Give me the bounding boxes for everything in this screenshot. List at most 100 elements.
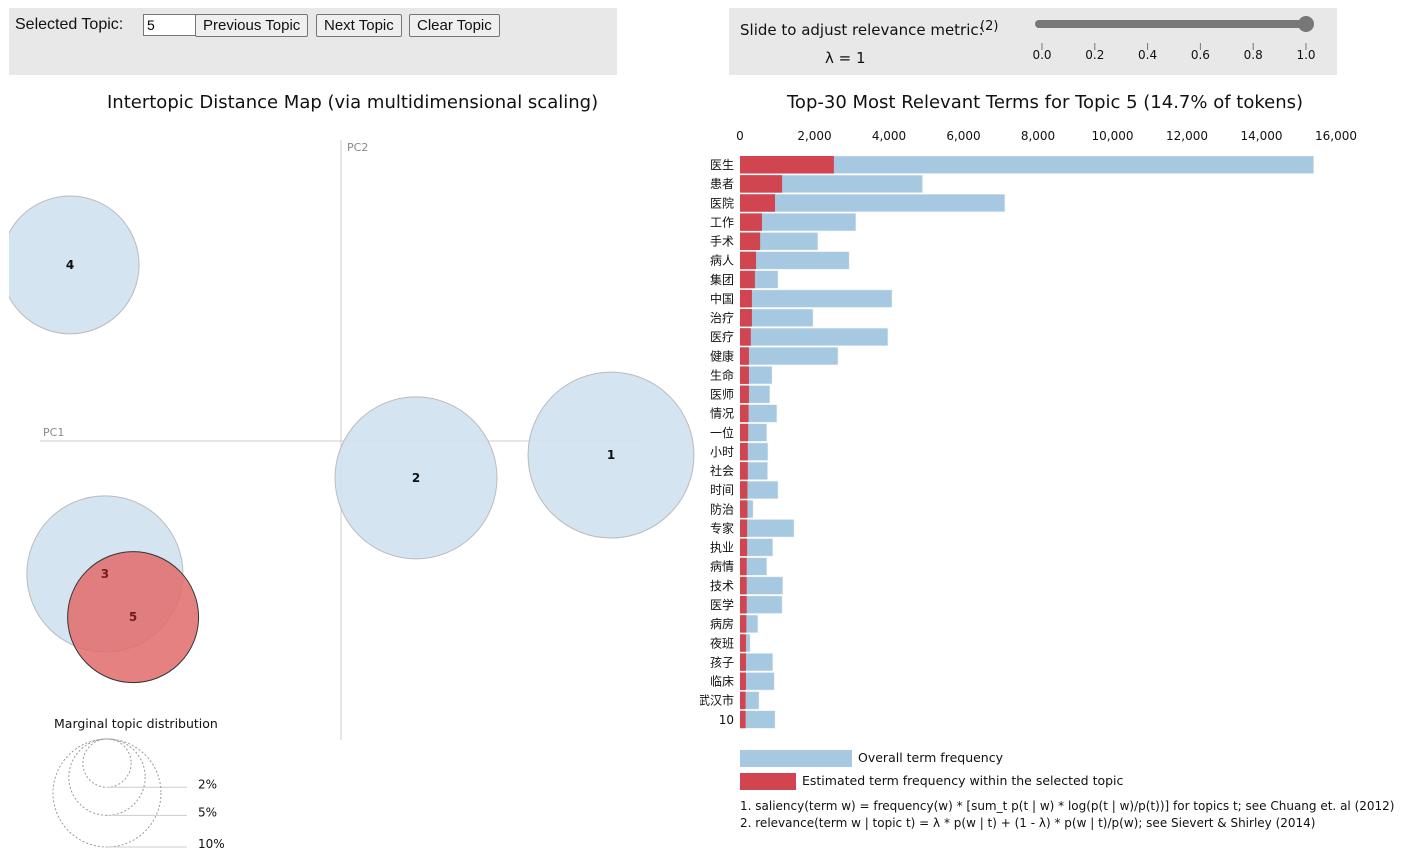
bar-topic-27	[740, 672, 746, 691]
lambda-panel: Slide to adjust relevance metric: (2) λ …	[729, 8, 1337, 75]
next-topic-button[interactable]: Next Topic	[316, 14, 402, 37]
term-label[interactable]: 临床	[710, 675, 734, 689]
legend-topic-label: Estimated term frequency within the sele…	[802, 773, 1124, 788]
term-label[interactable]: 孩子	[710, 655, 734, 669]
term-label[interactable]: 患者	[710, 177, 734, 191]
legend-overall-swatch	[740, 750, 852, 767]
legend-size-label: 5%	[198, 805, 217, 819]
slider-tick-label: 0.0	[1032, 48, 1051, 62]
term-label[interactable]: 生命	[710, 367, 734, 382]
legend-size-circle	[68, 738, 146, 816]
lambda-footnote: (2)	[980, 19, 999, 34]
term-label[interactable]: 工作	[710, 215, 734, 229]
bar-overall-2	[739, 194, 1006, 213]
bar-topic-12	[740, 385, 749, 404]
bar-overall-9	[739, 327, 889, 346]
term-label[interactable]: 小时	[710, 445, 734, 459]
legend-topic-swatch	[740, 773, 796, 790]
x-tick-label: 2,000	[797, 129, 831, 143]
pc2-label: PC2	[347, 141, 368, 154]
topic-bubble-1[interactable]	[527, 371, 695, 539]
bar-topic-20	[740, 538, 748, 557]
term-label[interactable]: 社会	[710, 463, 734, 478]
pc1-label: PC1	[43, 426, 64, 439]
selected-topic-input[interactable]	[143, 14, 199, 36]
bar-topic-0	[740, 156, 834, 174]
term-label[interactable]: 健康	[710, 348, 734, 363]
bar-topic-14	[740, 423, 749, 442]
term-label[interactable]: 一位	[710, 425, 734, 440]
term-label[interactable]: 手术	[710, 235, 734, 249]
slider-tick-label: 0.4	[1138, 48, 1157, 62]
note-saliency: 1. saliency(term w) = frequency(w) * [su…	[740, 799, 1394, 813]
clear-topic-button[interactable]: Clear Topic	[409, 14, 500, 37]
bar-topic-16	[740, 462, 748, 480]
term-label[interactable]: 中国	[710, 291, 734, 306]
term-label[interactable]: 技术	[710, 579, 734, 593]
bar-overall-7	[739, 289, 893, 308]
legend-size-label: 2%	[198, 777, 217, 791]
bar-topic-7	[740, 289, 752, 308]
slider-handle[interactable]	[1298, 16, 1314, 32]
bar-topic-19	[740, 519, 748, 537]
topic-bubble-label: 3	[101, 567, 109, 581]
term-label[interactable]: 10	[719, 713, 734, 727]
x-tick-label: 10,000	[1092, 129, 1134, 143]
relevant-terms-bar-chart: 0 2,000 4,000 6,000 8,000 10,000 12,000 14,000 1…	[700, 129, 1394, 830]
term-label[interactable]: 执业	[710, 541, 734, 555]
legend-size-circle	[82, 738, 132, 788]
bar-topic-28	[740, 691, 746, 710]
x-tick-label: 0	[736, 129, 744, 143]
topic-controls-panel: Selected Topic: Previous Topic Next Topi…	[9, 8, 617, 75]
x-tick-label: 12,000	[1166, 129, 1208, 143]
term-label[interactable]: 病情	[710, 559, 734, 574]
term-label[interactable]: 情况	[710, 407, 734, 421]
bar-topic-15	[740, 442, 748, 461]
bar-title: Top-30 Most Relevant Terms for Topic 5 (…	[787, 92, 1304, 113]
x-tick-label: 14,000	[1241, 129, 1283, 143]
term-label[interactable]: 病房	[710, 616, 734, 631]
x-tick-label: 16,000	[1315, 129, 1357, 143]
term-label[interactable]: 时间	[710, 483, 734, 497]
bar-overall-5	[739, 251, 850, 270]
bar-topic-6	[740, 270, 755, 289]
bar-topic-26	[740, 653, 746, 671]
bar-topic-3	[740, 213, 762, 231]
bar-topic-21	[740, 557, 747, 576]
term-label[interactable]: 集团	[710, 272, 734, 287]
topic-bubble-2[interactable]	[334, 396, 498, 560]
mds-title: Intertopic Distance Map (via multidimens…	[107, 92, 599, 113]
bar-topic-8	[740, 309, 752, 327]
term-label[interactable]: 医师	[710, 388, 734, 402]
term-label[interactable]: 夜班	[710, 635, 734, 650]
slider-tick-label: 0.6	[1191, 48, 1210, 62]
topic-bubble-4[interactable]	[1, 195, 140, 335]
previous-topic-button[interactable]: Previous Topic	[195, 14, 309, 37]
legend-size-circle	[52, 738, 162, 848]
lambda-slider[interactable]: 0.0 0.2 0.4 0.6 0.8 1.0	[729, 8, 1337, 75]
slider-tick-label: 0.2	[1085, 48, 1104, 62]
topic-bubble-label: 5	[129, 610, 137, 624]
bar-topic-2	[740, 194, 776, 212]
term-label[interactable]: 病人	[710, 253, 734, 268]
legend-size-label: 10%	[198, 837, 225, 851]
term-label[interactable]: 医疗	[710, 330, 734, 344]
intertopic-distance-map: PC1 PC2 1 2 3 4 5 Marginal topic distributio…	[1, 140, 695, 851]
bar-topic-22	[740, 576, 747, 595]
term-label[interactable]: 医学	[710, 597, 734, 612]
topic-bubble-label: 2	[412, 471, 420, 485]
term-label[interactable]: 治疗	[710, 311, 734, 325]
bar-topic-11	[740, 366, 749, 384]
bar-topic-25	[740, 634, 746, 652]
term-label[interactable]: 医生	[710, 158, 734, 172]
lambda-value: λ = 1	[825, 49, 866, 67]
bar-topic-4	[740, 232, 761, 251]
bar-topic-24	[740, 615, 747, 633]
term-label[interactable]: 武汉市	[700, 693, 734, 708]
term-label[interactable]: 防治	[710, 501, 734, 516]
lambda-label: Slide to adjust relevance metric:	[740, 21, 984, 39]
term-label[interactable]: 专家	[710, 520, 734, 535]
topic-bubble-5[interactable]	[67, 551, 200, 684]
term-label[interactable]: 医院	[710, 196, 734, 210]
legend-title: Marginal topic distribution	[54, 716, 218, 731]
